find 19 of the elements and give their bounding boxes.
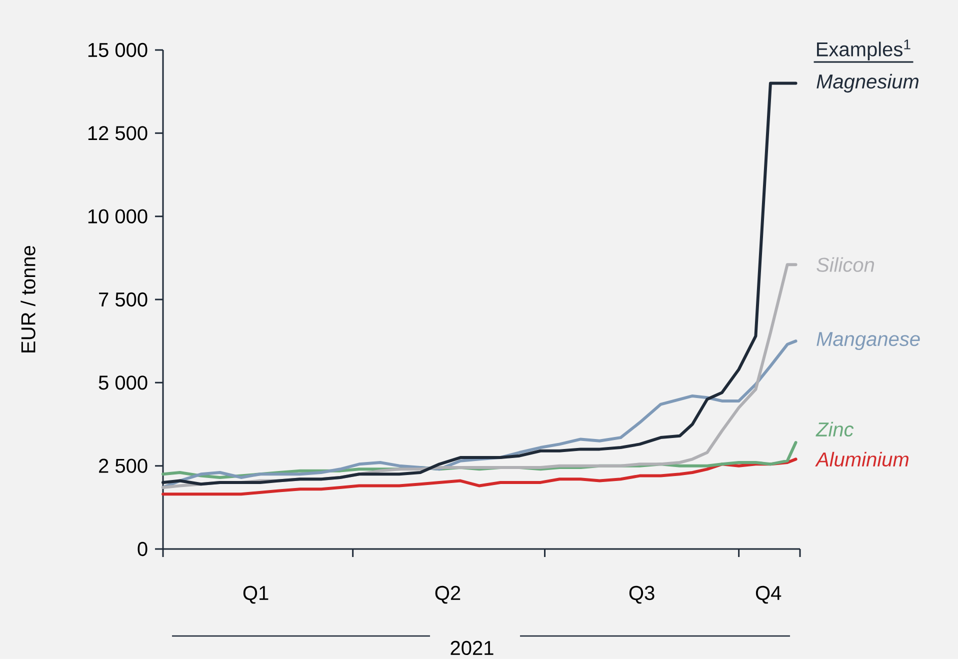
x-tick-label: Q1 [243, 586, 268, 604]
series-label: Aluminium [815, 452, 908, 467]
series-label: Manganese [816, 332, 920, 350]
x-axis-title: 2021 [450, 641, 494, 656]
y-tick-label: 0 [138, 542, 148, 556]
y-tick-label: 2 500 [99, 458, 148, 474]
series-label: Zinc [816, 422, 854, 437]
legend-label: Magnesium [816, 74, 918, 93]
y-tick-label: 10 000 [88, 209, 148, 224]
y-tick-label: 7 500 [99, 292, 148, 307]
y-tick-label: 12 500 [88, 126, 148, 140]
series-label: Silicon [816, 257, 874, 272]
legend-title: Examples$^{1}$ [817, 40, 910, 60]
y-axis-title: EUR / tonne [20, 246, 36, 352]
x-tick-label: Q4 [756, 586, 782, 604]
y-tick-label: 5 000 [98, 376, 148, 390]
x-tick-label: Q3 [629, 586, 654, 604]
y-tick-label: 15 000 [88, 43, 148, 58]
x-tick-label: Q2 [435, 586, 460, 604]
